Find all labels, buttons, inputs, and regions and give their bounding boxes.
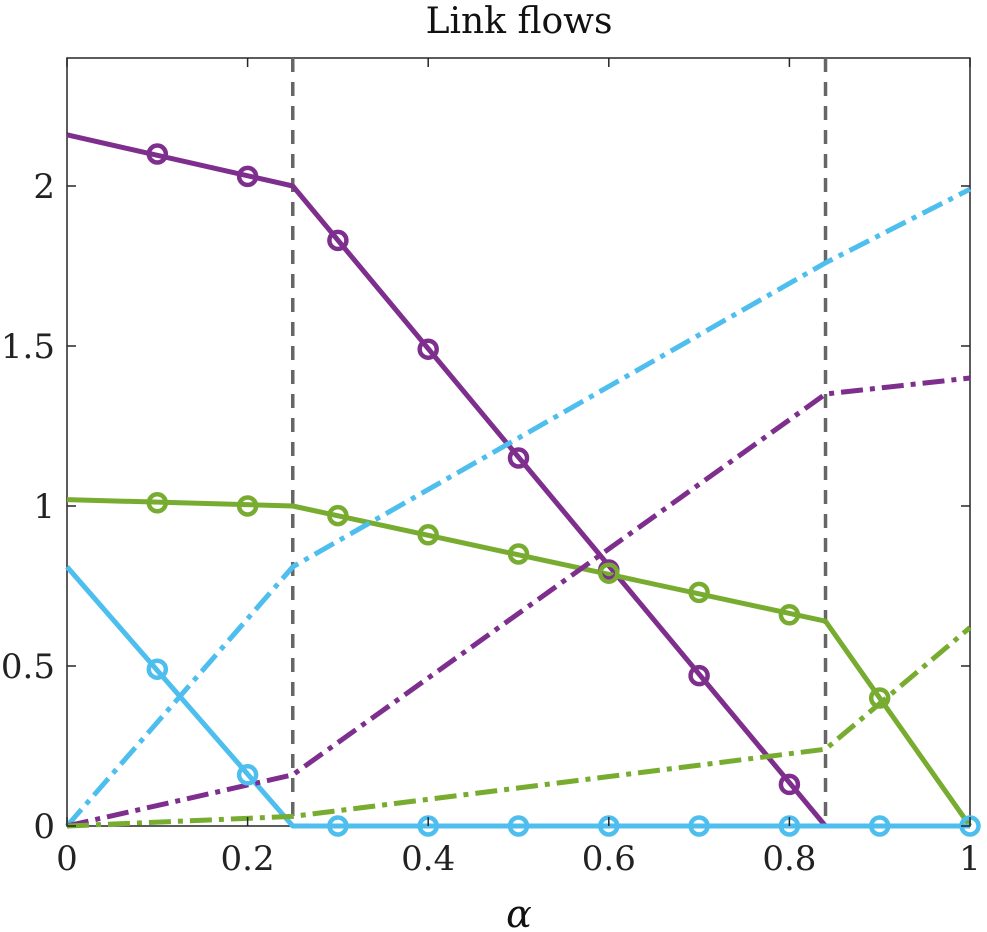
x-tick-label-5: 1 xyxy=(959,839,981,879)
series-line-5 xyxy=(66,625,972,829)
x-tick-label-2: 0.4 xyxy=(401,839,455,879)
y-tick-label-0: 0 xyxy=(33,807,55,847)
x-tick-label-3: 0.6 xyxy=(582,839,636,879)
series-1-marker-2 xyxy=(327,504,349,527)
series-0-marker-6 xyxy=(688,664,710,687)
series-0-marker-7 xyxy=(778,773,801,796)
series-1-marker-4 xyxy=(507,543,530,565)
y-axis-ticks: 0 0.5 1 1.5 2 xyxy=(1,167,970,847)
y-tick-label-3: 1.5 xyxy=(1,327,55,367)
series-2-marker-8 xyxy=(868,815,891,837)
x-axis-ticks: 0 0.2 0.4 0.6 0.8 1 xyxy=(56,58,981,879)
x-tick-label-4: 0.8 xyxy=(762,839,816,879)
series-1-marker-5 xyxy=(598,562,620,584)
plot-area-frame xyxy=(66,57,971,827)
y-tick-label-4: 2 xyxy=(33,167,55,207)
y-tick-label-1: 0.5 xyxy=(1,647,55,687)
x-tick-label-0: 0 xyxy=(56,839,78,879)
series-2-marker-4 xyxy=(507,815,530,837)
series-1-marker-6 xyxy=(688,581,710,604)
series-1-marker-1 xyxy=(236,495,259,517)
series-line-2 xyxy=(65,565,970,829)
series-line-4 xyxy=(66,375,971,829)
series-2-marker-2 xyxy=(327,815,349,837)
series-2-marker-0 xyxy=(146,658,169,680)
series-0-marker-3 xyxy=(417,338,439,360)
series-2-marker-1 xyxy=(236,764,259,786)
vertical-reference-lines xyxy=(291,58,828,826)
series-1-marker-8 xyxy=(868,687,891,709)
series-lines xyxy=(65,132,973,829)
series-0-marker-4 xyxy=(507,447,530,469)
series-line-1 xyxy=(66,497,973,828)
series-2-marker-6 xyxy=(688,815,710,837)
y-tick-label-2: 1 xyxy=(33,487,55,527)
x-axis-label: α xyxy=(506,892,532,932)
series-line-3 xyxy=(65,186,972,828)
series-1-marker-3 xyxy=(417,524,439,546)
series-0-marker-1 xyxy=(236,165,259,188)
series-1-marker-0 xyxy=(146,492,169,514)
chart-title: Link flows xyxy=(426,1,613,42)
series-0-marker-0 xyxy=(146,143,169,165)
series-1-marker-7 xyxy=(778,604,801,626)
x-tick-label-1: 0.2 xyxy=(221,839,275,879)
series-0-marker-2 xyxy=(327,229,349,252)
